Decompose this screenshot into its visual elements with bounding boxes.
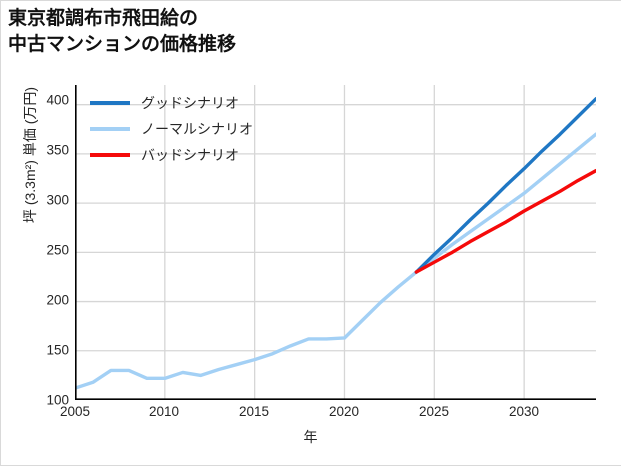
plot-area — [75, 85, 596, 400]
x-axis-tick-labels: 2005 2010 2015 2020 2025 2030 — [0, 404, 621, 430]
x-tick-label: 2025 — [418, 404, 450, 419]
y-tick-label: 100 — [46, 392, 69, 408]
x-tick-label: 2005 — [59, 404, 91, 419]
y-axis-tick-labels: 400 350 300 250 200 150 100 — [0, 0, 69, 465]
series-line — [414, 97, 596, 274]
x-axis-title: 年 — [303, 429, 318, 445]
x-tick-label: 2020 — [328, 404, 360, 419]
x-tick-label: 2010 — [148, 404, 180, 419]
y-tick-label: 350 — [46, 142, 69, 158]
legend-label-good: グッドシナリオ — [141, 95, 239, 111]
gridlines — [75, 85, 596, 400]
legend-swatch-good — [90, 101, 130, 105]
chart-title: 東京都調布市飛田給の 中古マンションの価格推移 — [8, 8, 237, 55]
legend-item-good[interactable]: グッドシナリオ — [90, 90, 320, 116]
series-line — [414, 168, 596, 274]
y-tick-label: 200 — [46, 292, 69, 308]
y-tick-label: 400 — [46, 92, 69, 108]
y-tick-label: 300 — [46, 192, 69, 208]
legend-swatch-bad — [90, 153, 130, 157]
y-tick-label: 150 — [46, 342, 69, 358]
series-line — [75, 132, 596, 390]
y-tick-label: 250 — [46, 242, 69, 258]
legend-item-bad[interactable]: バッドシナリオ — [90, 142, 320, 168]
chart-canvas — [75, 85, 596, 400]
chart-legend: グッドシナリオ ノーマルシナリオ バッドシナリオ — [90, 90, 320, 168]
legend-swatch-normal — [90, 127, 130, 131]
data-series-layer — [75, 97, 596, 390]
y-axis-title: 坪 (3.3m²) 単価 (万円) — [22, 86, 38, 224]
legend-label-normal: ノーマルシナリオ — [141, 121, 253, 137]
legend-label-bad: バッドシナリオ — [141, 147, 239, 163]
x-tick-label: 2015 — [238, 404, 270, 419]
legend-item-normal[interactable]: ノーマルシナリオ — [90, 116, 320, 142]
x-tick-label: 2030 — [508, 404, 540, 419]
